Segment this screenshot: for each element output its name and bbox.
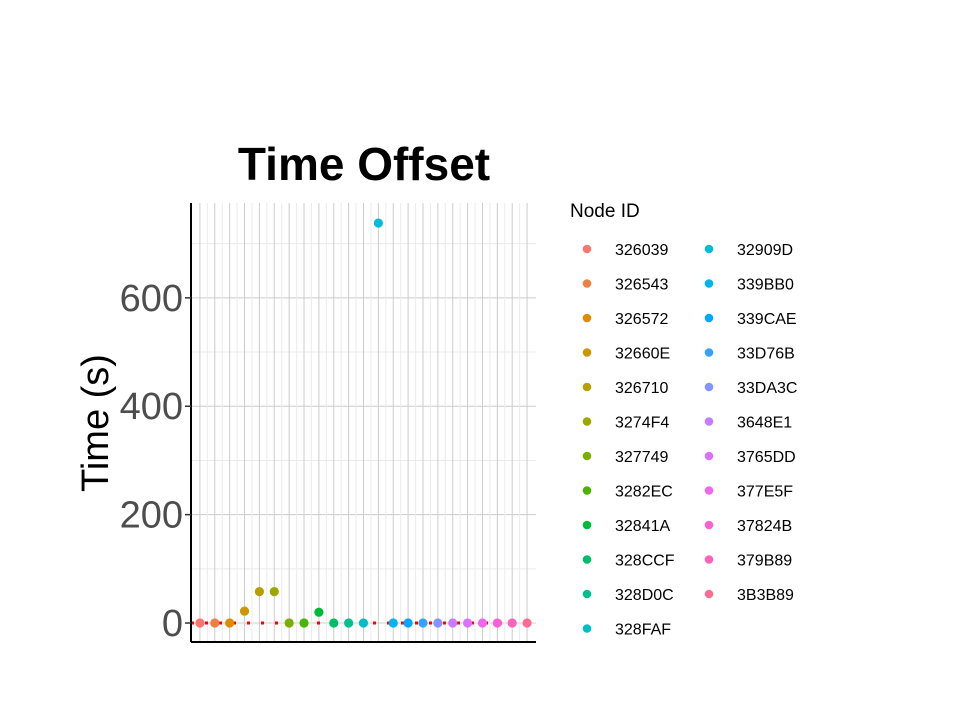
point-32841A [314, 607, 324, 617]
point-339BB0 [388, 618, 398, 628]
point-326543 [210, 618, 220, 628]
legend-key-328FAF [582, 624, 592, 633]
legend-label-328FAF: 328FAF [615, 622, 671, 639]
legend-key-32909D [704, 244, 714, 254]
legend-label-326572: 326572 [615, 311, 668, 328]
point-32660E [239, 606, 250, 616]
legend-key-32660E [582, 348, 592, 357]
legend-key-328D0C [582, 589, 592, 599]
axes [190, 203, 536, 643]
point-33DA3C [433, 618, 443, 628]
legend-label-339CAE: 339CAE [737, 311, 797, 328]
legend-key-3B3B89 [704, 589, 714, 599]
legend-label-326543: 326543 [615, 277, 668, 294]
legend-label-3274F4: 3274F4 [615, 415, 669, 432]
y-tick-label: 200 [120, 495, 183, 537]
legend-label-3648E1: 3648E1 [737, 415, 792, 432]
point-379B89 [507, 618, 517, 628]
legend-label-327749: 327749 [615, 449, 668, 466]
point-32909D [373, 218, 383, 228]
legend-key-379B89 [704, 555, 714, 564]
point-37824B [492, 618, 502, 628]
y-tick-label: 0 [162, 603, 183, 645]
legend-label-3282EC: 3282EC [615, 484, 673, 501]
chart-title: Time Offset [238, 138, 490, 190]
point-326710 [254, 586, 265, 597]
point-327749 [284, 618, 294, 628]
point-328FAF [358, 618, 369, 628]
legend-label-377E5F: 377E5F [737, 484, 793, 501]
legend-key-328CCF [582, 555, 592, 564]
point-326039 [195, 618, 205, 628]
point-328CCF [329, 618, 339, 628]
legend-key-3282EC [582, 486, 592, 495]
legend-label-326710: 326710 [615, 380, 668, 397]
y-tick-label: 600 [120, 278, 183, 320]
legend-key-326710 [582, 382, 592, 392]
legend-key-33DA3C [704, 382, 714, 392]
point-3648E1 [448, 618, 458, 628]
point-3282EC [299, 618, 309, 628]
legend-key-339CAE [704, 313, 714, 323]
plot-panel: 0 200 400 600 [120, 203, 536, 645]
legend-label-379B89: 379B89 [737, 553, 792, 570]
legend-key-326572 [582, 313, 592, 323]
y-tick-labels: 0 200 400 600 [120, 278, 191, 645]
point-339CAE [403, 618, 413, 628]
legend-label-37824B: 37824B [737, 518, 792, 535]
legend-items: 326039 326543 326572 32660E 326710 3274F4 3277… [582, 242, 797, 639]
legend-key-377E5F [704, 486, 714, 495]
legend-label-3765DD: 3765DD [737, 449, 796, 466]
legend-label-33DA3C: 33DA3C [737, 380, 797, 397]
legend-key-326039 [582, 244, 592, 254]
legend-label-339BB0: 339BB0 [737, 277, 794, 294]
legend-label-328D0C: 328D0C [615, 587, 674, 604]
legend-key-33D76B [704, 348, 714, 357]
point-3B3B89 [522, 618, 532, 628]
legend-label-32660E: 32660E [615, 346, 670, 363]
point-3765DD [462, 618, 473, 628]
data-points [195, 218, 532, 628]
y-axis-label: Time (s) [75, 354, 117, 492]
legend-key-327749 [582, 451, 592, 461]
legend-label-328CCF: 328CCF [615, 553, 675, 570]
legend-key-37824B [704, 520, 714, 530]
point-377E5F [477, 618, 488, 628]
legend-key-3648E1 [704, 417, 714, 426]
legend-title: Node ID [570, 201, 640, 222]
legend-label-32841A: 32841A [615, 518, 670, 535]
grid-lines [191, 203, 536, 642]
legend-label-3B3B89: 3B3B89 [737, 587, 794, 604]
y-tick-label: 400 [120, 386, 183, 428]
point-326572 [225, 618, 235, 628]
legend-key-326543 [582, 279, 592, 288]
legend-key-3765DD [704, 451, 714, 461]
legend-label-33D76B: 33D76B [737, 346, 795, 363]
legend-key-32841A [582, 520, 592, 530]
point-3274F4 [269, 586, 279, 597]
legend-key-3274F4 [582, 417, 592, 426]
point-328D0C [344, 618, 354, 628]
legend-label-326039: 326039 [615, 242, 668, 259]
point-33D76B [418, 618, 428, 628]
legend-key-339BB0 [704, 279, 714, 288]
legend: Node ID 32603932654332657232660E32671032… [570, 201, 797, 639]
legend-label-32909D: 32909D [737, 242, 793, 259]
